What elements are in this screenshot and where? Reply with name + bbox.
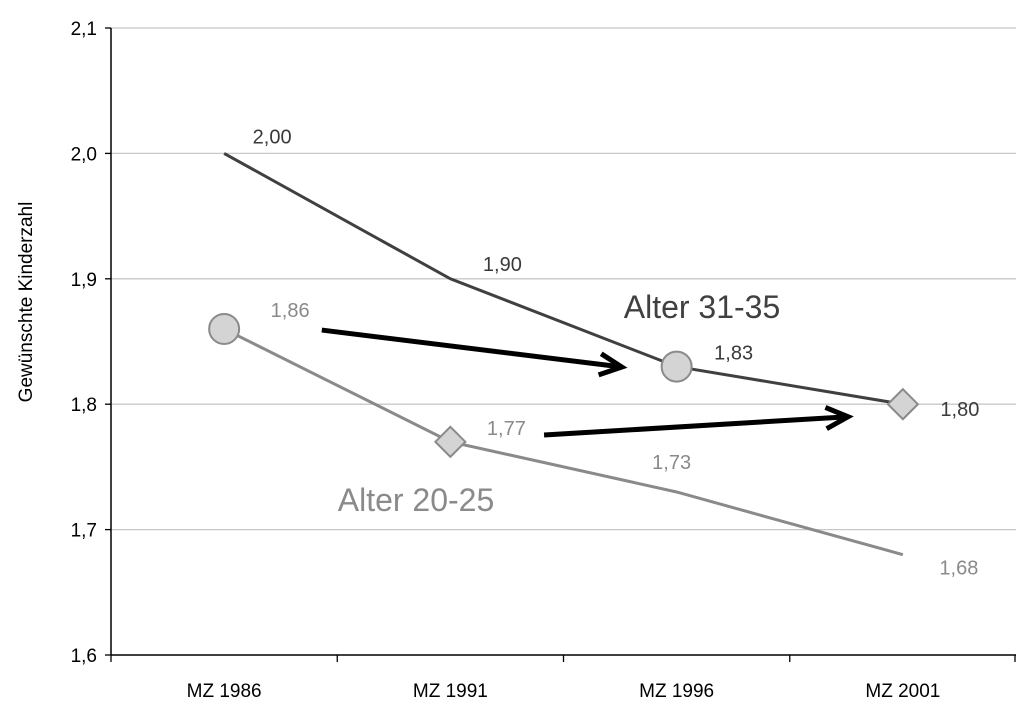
x-category-labels: MZ 1986 MZ 1991 MZ 1996 MZ 2001 — [187, 681, 941, 702]
data-label: 1,73 — [652, 452, 691, 474]
x-category-label: MZ 1991 — [413, 681, 488, 702]
grid-lines — [111, 27, 1016, 531]
y-tick-label: 1,9 — [71, 270, 97, 291]
arrow-head — [824, 405, 854, 431]
series-name: Alter 31-35 — [624, 289, 781, 325]
series-lines — [223, 152, 904, 557]
diamond-marker — [886, 387, 920, 421]
data-label: 1,68 — [939, 558, 978, 580]
data-label: 1,83 — [714, 343, 753, 365]
y-tick-label: 2,1 — [71, 19, 97, 40]
y-tick-labels: 1,6 1,7 1,8 1,9 2,0 2,1 — [71, 19, 97, 667]
data-label: 1,90 — [483, 254, 522, 276]
data-label: 1,77 — [487, 418, 526, 440]
circle-marker — [208, 312, 241, 345]
arrow-head — [597, 351, 628, 378]
x-category-label: MZ 1996 — [639, 681, 714, 702]
series-names: Alter 31-35 Alter 20-25 — [338, 289, 781, 518]
axes — [105, 27, 1016, 662]
arrows — [321, 327, 854, 438]
x-category-label: MZ 1986 — [187, 681, 262, 702]
markers — [208, 312, 920, 459]
arrow-line — [321, 327, 623, 370]
data-label: 1,86 — [271, 300, 310, 322]
series-line-alter-31-35 — [223, 152, 904, 406]
arrow-line — [543, 414, 849, 438]
circle-marker — [660, 350, 693, 383]
y-tick-label: 1,8 — [71, 395, 97, 416]
data-label: 2,00 — [253, 126, 292, 148]
y-tick-label: 1,6 — [71, 646, 97, 667]
diamond-marker — [433, 425, 467, 459]
series-name: Alter 20-25 — [338, 482, 495, 518]
y-tick-label: 1,7 — [71, 521, 97, 542]
y-axis-title: Gewünschte Kinderzahl — [16, 202, 37, 403]
data-label: 1,80 — [940, 399, 979, 421]
x-category-label: MZ 2001 — [865, 681, 940, 702]
series-line-alter-20-25 — [223, 327, 904, 557]
data-labels: 2,00 1,90 1,83 1,80 1,86 1,77 1,73 1,68 — [253, 126, 980, 579]
y-tick-label: 2,0 — [71, 144, 97, 165]
